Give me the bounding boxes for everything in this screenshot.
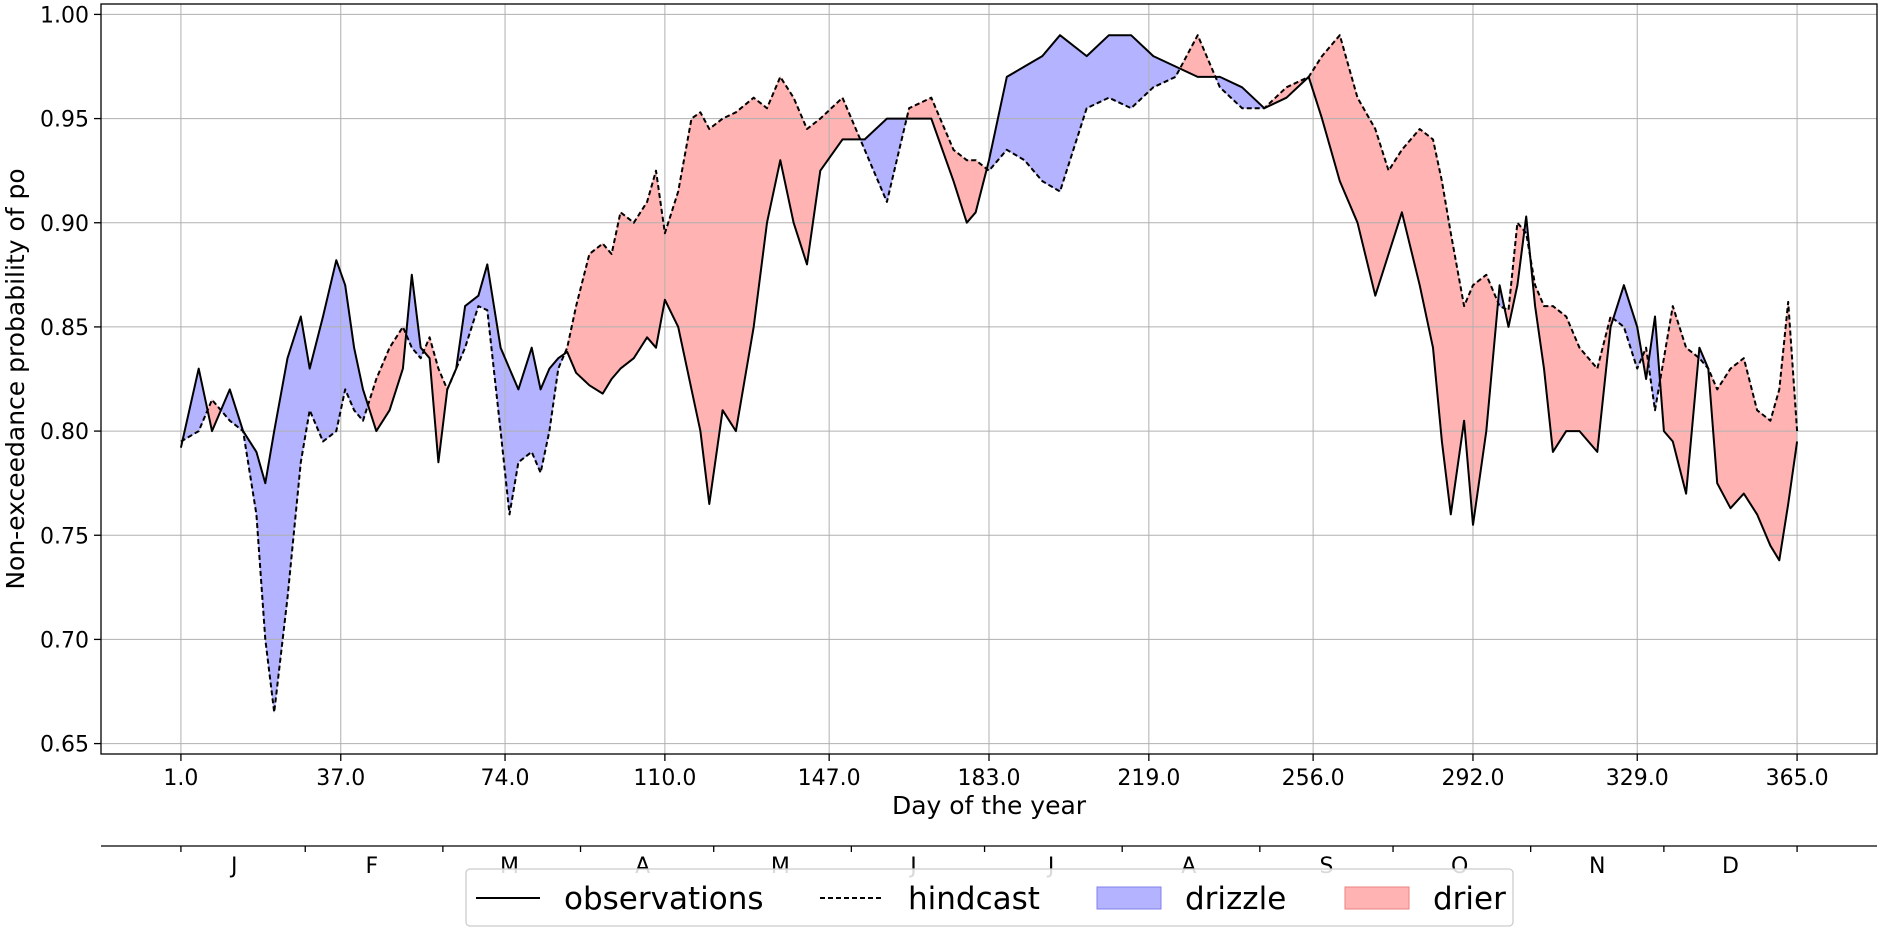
legend-swatch-drier [1344,886,1410,910]
legend-label: drizzle [1185,881,1286,917]
drier-fill [753,96,768,327]
drier-fill [389,325,404,411]
drizzle-fill [344,285,355,411]
legend-label: observations [564,881,764,917]
drier-fill [779,75,794,223]
drier-fill [722,111,737,433]
drier-fill [611,212,621,381]
drier-fill [1321,34,1341,182]
drier-fill [1401,127,1421,286]
drizzle-fill [1041,34,1061,193]
drier-fill [646,170,657,349]
grid-lines [101,4,1877,754]
legend-swatch-drizzle [1096,886,1162,910]
drizzle-fill [309,316,324,442]
drier-fill [1756,409,1771,546]
drier-fill [1730,357,1745,510]
drier-fill [930,97,954,182]
legend-label: drier [1433,881,1506,917]
drier-fill [1472,273,1487,525]
x-tick-label: 292.0 [1441,766,1504,791]
x-axis-ticks: 1.0 37.0 74.0 110.0 147.0 183.0 219.0 256.0 292.… [163,754,1829,791]
drizzle-fill [287,316,302,598]
month-label: J [229,854,238,879]
x-axis-label: Day of the year [892,791,1087,820]
y-tick-label: 0.90 [40,212,89,237]
drizzle-fill [1006,65,1025,161]
drier-fill [1357,96,1376,296]
drier-fill [575,253,590,387]
y-tick-label: 0.85 [40,316,89,341]
x-tick-label: 183.0 [958,766,1021,791]
x-tick-label: 219.0 [1117,766,1180,791]
drier-fill [633,200,648,360]
drizzle-fill [1108,34,1132,109]
drier-fill [1463,285,1474,525]
drizzle-fill [1059,34,1088,192]
series-lines [179,34,1799,714]
drier-fill [1388,148,1403,255]
drier-fill [375,347,391,433]
y-axis-label: Non-exceedance probability of po [1,168,30,589]
drier-fill [589,242,604,395]
drizzle-fill [518,347,533,464]
x-tick-label: 37.0 [316,766,365,791]
drizzle-fill [509,368,519,515]
legend-label: hindcast [908,881,1040,917]
x-tick-label: 147.0 [798,766,861,791]
x-tick-label: 74.0 [481,766,530,791]
x-tick-label: 365.0 [1766,766,1829,791]
drier-fill [908,97,932,119]
drier-fill [367,378,377,432]
month-label: D [1722,854,1739,879]
y-tick-label: 1.00 [40,3,89,28]
y-tick-label: 0.75 [40,524,89,549]
x-tick-label: 256.0 [1282,766,1345,791]
x-tick-label: 329.0 [1606,766,1669,791]
drier-fill [1441,181,1452,515]
month-label: J [908,854,917,879]
drier-fill [766,76,781,223]
legend-box [465,868,1514,927]
drier-fill [1552,305,1567,454]
observations-line [179,34,1799,562]
drier-fill [1579,346,1598,453]
x-tick-label: 1.0 [163,766,198,791]
y-axis-ticks: 0.65 0.70 0.75 0.80 0.85 0.90 0.95 1.00 [40,3,101,758]
drier-fill [664,191,679,328]
drier-fill [620,211,635,370]
drier-fill [708,117,723,505]
x-tick-label: 110.0 [633,766,696,791]
month-label: J [1046,854,1055,879]
y-tick-label: 0.65 [40,733,89,758]
y-tick-label: 0.70 [40,628,89,653]
drier-fill [677,118,692,390]
y-tick-label: 0.80 [40,420,89,445]
y-tick-label: 0.95 [40,108,89,133]
month-label: F [366,854,379,879]
month-label: N [1589,854,1605,879]
drier-fill [1374,128,1389,296]
drizzle-fill [864,117,888,203]
drier-fill [602,242,612,396]
legend: observations hindcast drizzle drier [465,868,1514,927]
drier-fill [691,111,701,432]
